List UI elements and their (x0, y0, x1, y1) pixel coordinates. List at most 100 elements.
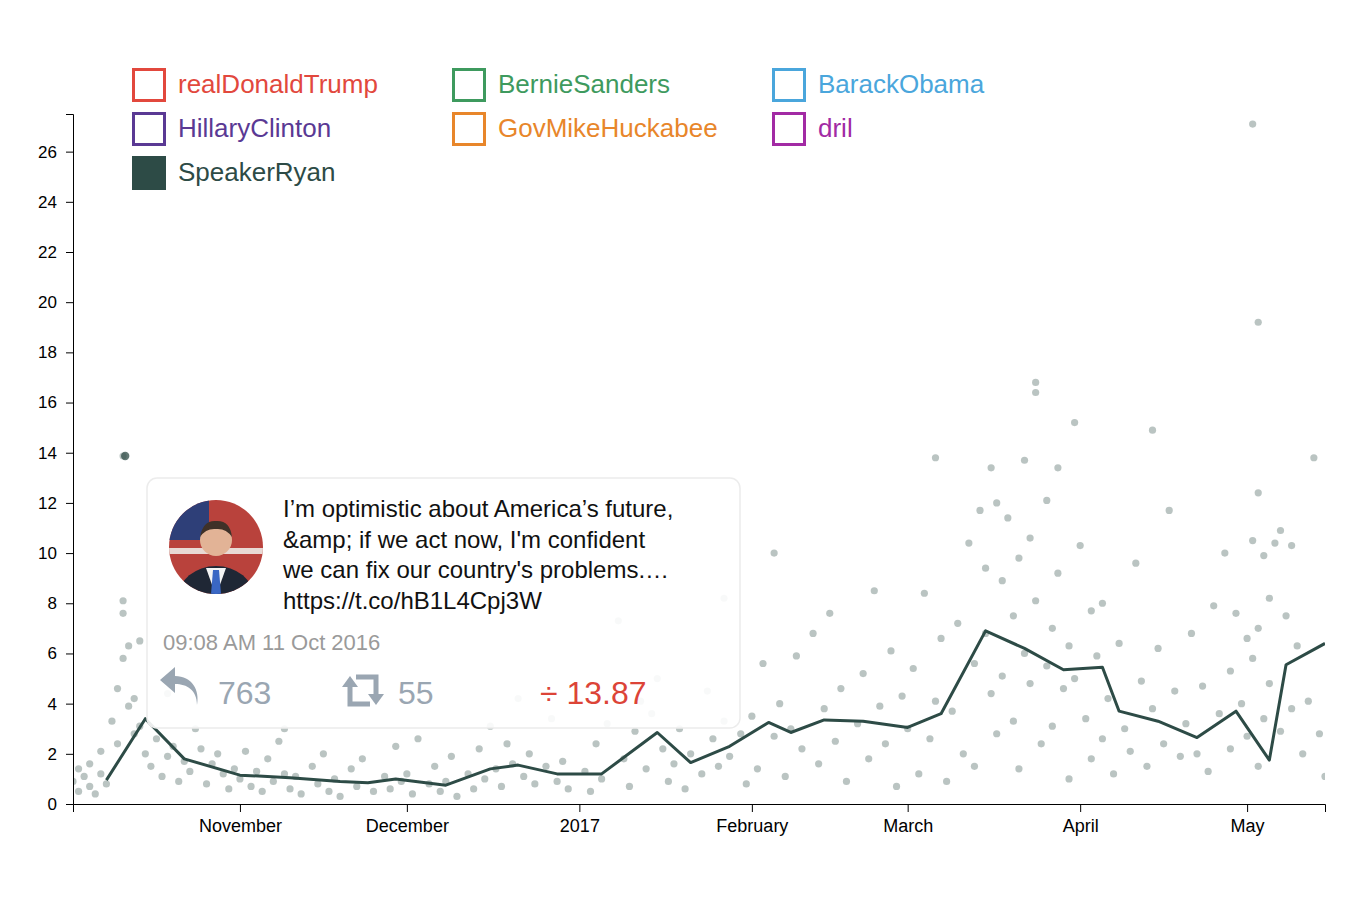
scatter-point (114, 740, 121, 747)
scatter-point (526, 750, 533, 757)
y-tick: 6 (48, 644, 73, 663)
scatter-point (932, 454, 939, 461)
scatter-point (1121, 725, 1128, 732)
scatter-point (793, 652, 800, 659)
legend-label: SpeakerRyan (178, 157, 336, 187)
x-tick-label: April (1063, 816, 1099, 836)
scatter-point (754, 765, 761, 772)
scatter-point (1060, 685, 1067, 692)
scatter-point (270, 778, 277, 785)
scatter-point (698, 770, 705, 777)
scatter-point (815, 760, 822, 767)
scatter-point (1032, 597, 1039, 604)
y-tick: 8 (48, 594, 73, 613)
tweet-text: I’m optimistic about America’s future, (283, 495, 673, 522)
scatter-point (175, 778, 182, 785)
scatter-point (1010, 718, 1017, 725)
scatter-point (264, 755, 271, 762)
x-tick-mark (908, 804, 909, 812)
scatter-point (1288, 542, 1295, 549)
scatter-point (1054, 570, 1061, 577)
x-tick-label: 2017 (560, 816, 600, 836)
scatter-point (542, 763, 549, 770)
tweet-text: &amp; if we act now, I'm confident (283, 526, 645, 553)
scatter-point (86, 783, 93, 790)
scatter-point (993, 499, 1000, 506)
y-tick-label: 6 (48, 644, 57, 663)
scatter-point (125, 703, 132, 710)
scatter-point (921, 590, 928, 597)
x-tick: March (883, 804, 933, 836)
scatter-point (865, 755, 872, 762)
y-tick-label: 0 (48, 795, 57, 814)
y-tick: 14 (38, 444, 73, 463)
scatter-point (1188, 630, 1195, 637)
legend-item: dril (774, 113, 853, 145)
legend-label: GovMikeHuckabee (498, 113, 718, 143)
legend-item: BernieSanders (454, 69, 671, 101)
scatter-point (253, 768, 260, 775)
y-tick-mark (66, 403, 73, 404)
y-tick-mark (66, 202, 73, 203)
scatter-point (809, 630, 816, 637)
scatter-point (1032, 379, 1039, 386)
scatter-point (1088, 755, 1095, 762)
scatter-point (503, 740, 510, 747)
scatter-point (993, 730, 1000, 737)
tooltip: I’m optimistic about America’s future, &a… (147, 478, 740, 728)
reply-icon (160, 667, 198, 705)
scatter-point (203, 780, 210, 787)
scatter-point (954, 620, 961, 627)
y-tick: 18 (38, 343, 73, 362)
avatar-hair (200, 521, 232, 537)
scatter-point (1177, 753, 1184, 760)
scatter-point (1310, 454, 1317, 461)
legend-swatch (134, 114, 165, 145)
scatter-point (392, 743, 399, 750)
scatter-point (1277, 527, 1284, 534)
y-tick-label: 2 (48, 745, 57, 764)
scatter-point (1193, 750, 1200, 757)
x-tick: November (199, 804, 282, 836)
scatter-point (119, 655, 126, 662)
y-tick-mark (66, 653, 73, 654)
highlight-point (121, 452, 129, 460)
scatter-point (1132, 560, 1139, 567)
scatter-point (431, 763, 438, 770)
scatter-point (75, 788, 82, 795)
legend-swatch (134, 158, 165, 189)
scatter-point (1032, 389, 1039, 396)
scatter-point (826, 610, 833, 617)
scatter-point (1099, 735, 1106, 742)
x-tick-label: November (199, 816, 282, 836)
retweet-icon (342, 676, 384, 705)
scatter-point (531, 780, 538, 787)
scatter-point (1099, 600, 1106, 607)
scatter-point (932, 698, 939, 705)
scatter-point (1227, 667, 1234, 674)
x-tick: February (716, 804, 788, 836)
y-axis-line (66, 115, 74, 805)
scatter-point (81, 773, 88, 780)
legend-swatch (774, 114, 805, 145)
chart-svg: 02468101214161820222426NovemberDecember2… (0, 0, 1357, 904)
scatter-point (103, 780, 110, 787)
y-tick-label: 4 (48, 695, 57, 714)
y-tick-mark (66, 252, 73, 253)
scatter-point (1255, 489, 1262, 496)
scatter-point (926, 735, 933, 742)
scatter-point (1277, 728, 1284, 735)
scatter-point (1004, 514, 1011, 521)
y-tick: 16 (38, 393, 73, 412)
scatter-point (1227, 745, 1234, 752)
scatter-point (1321, 773, 1325, 780)
legend-label: realDonaldTrump (178, 69, 378, 99)
scatter-point (893, 783, 900, 790)
scatter-point (715, 763, 722, 770)
retweet-arrowhead (342, 676, 358, 687)
avatar-body (178, 566, 254, 630)
reply-count: 763 (218, 675, 271, 711)
scatter-point (286, 785, 293, 792)
x-axis: NovemberDecember2017FebruaryMarchAprilMa… (74, 804, 1326, 836)
scatter-point (592, 740, 599, 747)
